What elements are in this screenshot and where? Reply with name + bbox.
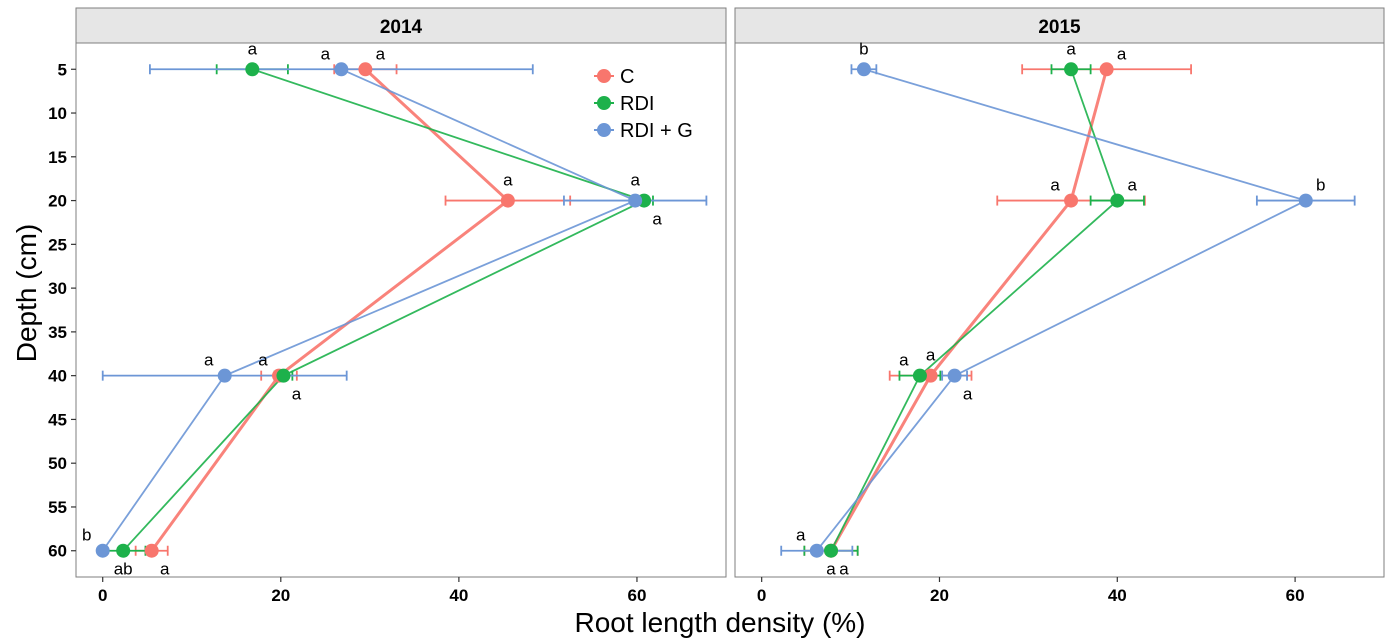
y-tick-label: 15 — [48, 148, 67, 167]
significance-label: a — [503, 171, 513, 190]
x-tick-label: 0 — [98, 586, 107, 605]
significance-label: a — [796, 526, 806, 545]
significance-label: a — [899, 351, 909, 370]
significance-label: a — [376, 44, 386, 63]
significance-label: b — [859, 39, 868, 58]
y-tick-label: 55 — [48, 498, 67, 517]
legend-label: RDI + G — [620, 120, 693, 142]
x-tick-label: 60 — [1286, 586, 1305, 605]
significance-label: a — [1050, 176, 1060, 195]
y-axis-ticks: 5 10 15 20 25 30 35 40 45 50 55 60 — [48, 60, 76, 561]
data-point — [824, 543, 839, 558]
y-tick-label: 10 — [48, 104, 67, 123]
x-tick-label: 40 — [449, 586, 468, 605]
legend-label: C — [620, 66, 634, 88]
significance-label: a — [963, 385, 973, 404]
series-line — [816, 68, 1309, 552]
plot-area — [734, 42, 1385, 578]
significance-label: a — [1128, 176, 1138, 195]
significance-label: ab — [114, 560, 133, 579]
significance-label: a — [1066, 39, 1076, 58]
legend-key-dot — [597, 96, 611, 110]
panel-title: 2015 — [1038, 17, 1081, 38]
significance-label: a — [1117, 44, 1127, 63]
data-point — [276, 368, 291, 383]
data-point — [1099, 62, 1114, 77]
data-point — [334, 62, 349, 77]
significance-label: a — [321, 44, 331, 63]
data-point — [947, 368, 962, 383]
x-tick-label: 20 — [271, 586, 290, 605]
x-axis-title: Root length density (%) — [574, 607, 865, 638]
series-line — [101, 68, 638, 552]
x-tick-label: 60 — [627, 586, 646, 605]
significance-label: a — [160, 560, 170, 579]
data-point — [1064, 193, 1079, 208]
y-tick-label: 50 — [48, 454, 67, 473]
y-tick-label: 35 — [48, 323, 67, 342]
data-point — [95, 543, 110, 558]
x-tick-label: 20 — [930, 586, 949, 605]
data-point — [1298, 193, 1313, 208]
series-line — [830, 68, 1119, 552]
series-line — [150, 68, 511, 552]
legend-label: RDI — [620, 93, 654, 115]
x-tick-label: 40 — [1108, 586, 1127, 605]
y-tick-label: 25 — [48, 235, 67, 254]
significance-label: b — [1316, 176, 1325, 195]
y-axis-title: Depth (cm) — [11, 224, 42, 362]
significance-label: a — [926, 346, 936, 365]
panel-strip — [734, 7, 1385, 44]
significance-label: a — [204, 351, 214, 370]
data-point — [500, 193, 515, 208]
significance-label: a — [652, 210, 662, 229]
y-tick-label: 60 — [48, 542, 67, 561]
significance-label: b — [82, 526, 91, 545]
significance-label: a — [248, 39, 258, 58]
x-tick-label: 0 — [757, 586, 766, 605]
panel-title: 2014 — [380, 17, 423, 38]
significance-label: a — [839, 560, 849, 579]
data-point — [116, 543, 131, 558]
significance-label: a — [826, 560, 836, 579]
legend: C RDI RDI + G — [588, 62, 710, 146]
y-tick-label: 45 — [48, 410, 67, 429]
significance-label: a — [292, 385, 302, 404]
panel-strip — [75, 7, 727, 44]
data-point — [923, 368, 938, 383]
data-point — [217, 368, 232, 383]
significance-label: a — [258, 351, 268, 370]
data-point — [912, 368, 927, 383]
y-tick-label: 5 — [58, 60, 67, 79]
y-tick-label: 40 — [48, 367, 67, 386]
y-tick-label: 20 — [48, 192, 67, 211]
y-tick-label: 30 — [48, 279, 67, 298]
data-point — [358, 62, 373, 77]
series-line — [829, 68, 1109, 552]
data-point — [144, 543, 159, 558]
legend-key-dot — [597, 69, 611, 83]
data-point — [856, 62, 871, 77]
data-point — [245, 62, 260, 77]
data-point — [1064, 62, 1079, 77]
data-point — [1110, 193, 1125, 208]
data-point — [809, 543, 824, 558]
significance-label: a — [630, 171, 640, 190]
series-line — [122, 68, 647, 552]
data-point — [628, 193, 643, 208]
legend-key-dot — [597, 123, 611, 137]
